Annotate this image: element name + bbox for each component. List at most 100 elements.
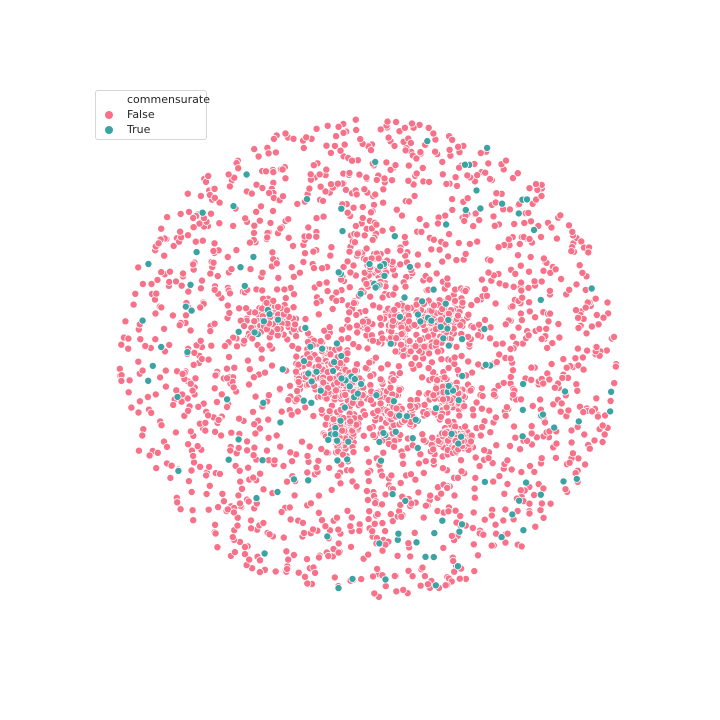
point-false: [202, 489, 211, 498]
point-false: [226, 446, 235, 455]
point-false: [234, 443, 243, 452]
point-false: [378, 334, 387, 343]
point-true: [400, 293, 409, 302]
point-false: [309, 247, 318, 256]
point-false: [366, 372, 375, 381]
point-false: [260, 368, 269, 377]
point-false: [525, 499, 534, 508]
point-false: [214, 415, 223, 424]
point-true: [458, 335, 467, 344]
point-false: [392, 205, 401, 214]
point-false: [464, 310, 473, 319]
point-false: [412, 169, 421, 178]
point-false: [544, 317, 553, 326]
point-false: [356, 135, 365, 144]
point-true: [458, 371, 467, 380]
point-false: [539, 266, 548, 275]
point-false: [189, 223, 198, 232]
point-false: [363, 344, 372, 353]
point-false: [473, 171, 482, 180]
point-true: [386, 339, 395, 348]
point-false: [364, 550, 373, 559]
point-false: [414, 389, 423, 398]
point-false: [196, 462, 205, 471]
point-false: [557, 274, 566, 283]
point-false: [357, 575, 366, 584]
point-true: [229, 202, 238, 211]
point-false: [404, 161, 413, 170]
point-false: [223, 374, 232, 383]
point-false: [557, 399, 566, 408]
point-false: [399, 459, 408, 468]
point-false: [530, 277, 539, 286]
point-false: [514, 251, 523, 260]
point-false: [345, 283, 354, 292]
point-false: [131, 289, 140, 298]
point-false: [473, 237, 482, 246]
point-false: [550, 383, 559, 392]
point-false: [545, 286, 554, 295]
point-false: [406, 470, 415, 479]
point-true: [402, 412, 411, 421]
point-true: [259, 398, 268, 407]
point-false: [358, 317, 367, 326]
point-true: [265, 310, 274, 319]
point-false: [240, 321, 249, 330]
point-false: [381, 582, 390, 591]
point-false: [592, 394, 601, 403]
point-false: [298, 518, 307, 527]
point-false: [472, 398, 481, 407]
point-false: [288, 241, 297, 250]
point-false: [264, 433, 273, 442]
point-false: [229, 508, 238, 517]
point-true: [497, 533, 506, 542]
point-true: [187, 306, 196, 315]
point-false: [514, 323, 523, 332]
point-false: [186, 326, 195, 335]
point-false: [349, 448, 358, 457]
point-false: [351, 221, 360, 230]
point-true: [350, 375, 359, 384]
point-false: [376, 375, 385, 384]
point-false: [290, 320, 299, 329]
point-false: [346, 522, 355, 531]
point-true: [372, 391, 381, 400]
point-false: [565, 285, 574, 294]
point-false: [389, 442, 398, 451]
point-false: [432, 384, 441, 393]
point-false: [444, 417, 453, 426]
point-true: [412, 538, 421, 547]
point-false: [401, 282, 410, 291]
point-false: [329, 415, 338, 424]
point-false: [476, 148, 485, 157]
point-false: [429, 391, 438, 400]
point-false: [255, 424, 264, 433]
point-false: [281, 174, 290, 183]
point-false: [147, 408, 156, 417]
point-false: [383, 360, 392, 369]
point-false: [337, 325, 346, 334]
point-false: [325, 463, 334, 472]
legend-label-true: True: [127, 123, 151, 136]
point-false: [479, 530, 488, 539]
point-true: [318, 344, 327, 353]
point-false: [245, 365, 254, 374]
point-false: [418, 430, 427, 439]
point-false: [445, 145, 454, 154]
point-false: [592, 342, 601, 351]
point-true: [249, 252, 258, 261]
point-false: [219, 497, 228, 506]
point-false: [456, 512, 465, 521]
point-false: [322, 165, 331, 174]
point-false: [215, 219, 224, 228]
point-false: [574, 323, 583, 332]
point-false: [293, 386, 302, 395]
point-false: [397, 211, 406, 220]
point-false: [212, 397, 221, 406]
point-false: [152, 289, 161, 298]
point-false: [365, 358, 374, 367]
point-false: [537, 277, 546, 286]
point-false: [573, 344, 582, 353]
point-true: [330, 358, 339, 367]
point-false: [425, 349, 434, 358]
